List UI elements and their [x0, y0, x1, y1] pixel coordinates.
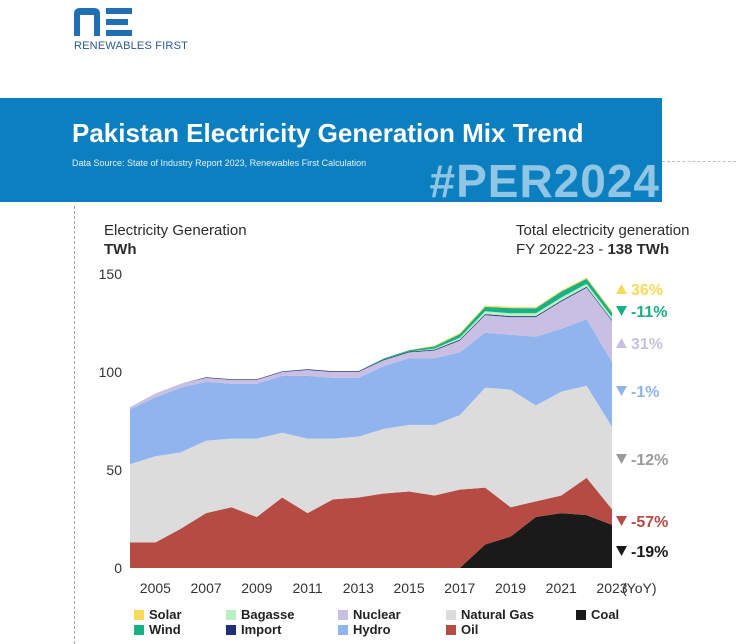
- legend-label: Import: [241, 622, 282, 637]
- area-nuclear: [130, 287, 612, 410]
- yoy-change-hydro: -1%: [631, 384, 659, 401]
- legend-swatch: [134, 609, 144, 620]
- area-import: [130, 286, 612, 408]
- yoy-up-arrow-icon: [616, 284, 627, 294]
- x-tick-label: 2007: [191, 580, 222, 596]
- area-coal: [130, 513, 612, 568]
- yoy-change-coal: -19%: [631, 544, 668, 561]
- yoy-down-arrow-icon: [616, 386, 627, 396]
- legend-label: Oil: [461, 622, 479, 637]
- yoy-down-arrow-icon: [616, 516, 627, 526]
- legend-label: Nuclear: [353, 607, 401, 622]
- y-tick-label: 50: [106, 462, 122, 478]
- legend-label: Solar: [149, 607, 182, 622]
- legend-swatch: [576, 609, 586, 620]
- x-tick-label: 2021: [546, 580, 577, 596]
- brand-name: RENEWABLES FIRST: [74, 40, 189, 52]
- legend-item-coal: Coal: [576, 607, 619, 622]
- y-tick-label: 100: [99, 364, 123, 380]
- yoy-change-natural-gas: -12%: [631, 452, 668, 469]
- area-natural-gas: [130, 385, 612, 543]
- legend-item-bagasse: Bagasse: [226, 607, 294, 622]
- area-wind: [130, 278, 612, 408]
- page-title: Pakistan Electricity Generation Mix Tren…: [72, 118, 584, 148]
- x-tick-label: 2013: [343, 580, 374, 596]
- legend-swatch: [446, 609, 456, 620]
- x-tick-label: 2009: [241, 580, 272, 596]
- left-divider: [74, 206, 75, 644]
- total-generation-line: FY 2022-23 - 138 TWh: [516, 241, 669, 258]
- x-tick-label: 2023: [596, 580, 627, 596]
- legend-item-solar: Solar: [134, 607, 182, 622]
- total-generation-value: 138 TWh: [607, 241, 670, 258]
- yoy-down-arrow-icon: [616, 454, 627, 464]
- data-source-note: Data Source: State of Industry Report 20…: [72, 158, 367, 168]
- legend-label: Bagasse: [241, 607, 295, 622]
- hashtag: #PER2024: [429, 155, 660, 202]
- yoy-change-wind: -11%: [631, 304, 667, 321]
- yoy-change-nuclear: 31%: [631, 336, 663, 353]
- area-solar: [130, 277, 612, 408]
- yoy-down-arrow-icon: [616, 546, 627, 556]
- x-tick-label: 2015: [393, 580, 424, 596]
- legend-label: Coal: [591, 607, 620, 622]
- total-generation-title: Total electricity generation: [516, 222, 690, 239]
- legend-item-oil: Oil: [446, 622, 478, 637]
- brand-logo: RENEWABLES FIRST: [74, 8, 188, 52]
- legend-swatch: [338, 609, 348, 620]
- yoy-up-arrow-icon: [616, 338, 627, 348]
- yoy-change-oil: -57%: [631, 514, 668, 531]
- legend-item-import: Import: [226, 622, 281, 637]
- yoy-label: (YoY): [622, 580, 657, 596]
- re-logo-icon: [74, 8, 132, 36]
- legend-item-hydro: Hydro: [338, 622, 391, 637]
- area-oil: [130, 477, 612, 568]
- y-tick-label: 0: [114, 560, 122, 576]
- legend-swatch: [446, 624, 456, 635]
- legend-label: Hydro: [353, 622, 391, 637]
- legend-item-wind: Wind: [134, 622, 181, 637]
- title-banner: Pakistan Electricity Generation Mix Tren…: [0, 98, 662, 202]
- area-bagasse: [130, 283, 612, 408]
- legend-item-nuclear: Nuclear: [338, 607, 401, 622]
- x-tick-label: 2019: [495, 580, 526, 596]
- legend-swatch: [134, 624, 144, 635]
- area-hydro: [130, 319, 612, 465]
- x-tick-label: 2005: [140, 580, 171, 596]
- legend-swatch: [226, 624, 236, 635]
- y-axis-unit: TWh: [104, 241, 137, 258]
- y-axis-title: Electricity Generation: [104, 222, 247, 239]
- legend-swatch: [226, 609, 236, 620]
- banner-divider: [662, 161, 736, 162]
- x-tick-label: 2017: [444, 580, 475, 596]
- legend-item-natural-gas: Natural Gas: [446, 607, 534, 622]
- x-tick-label: 2011: [293, 580, 323, 596]
- total-generation-prefix: FY 2022-23 -: [516, 241, 608, 258]
- yoy-change-solar: 36%: [631, 282, 663, 299]
- yoy-down-arrow-icon: [616, 306, 627, 316]
- y-tick-label: 150: [99, 266, 123, 282]
- legend-swatch: [338, 624, 348, 635]
- legend-label: Natural Gas: [461, 607, 534, 622]
- legend-label: Wind: [149, 622, 181, 637]
